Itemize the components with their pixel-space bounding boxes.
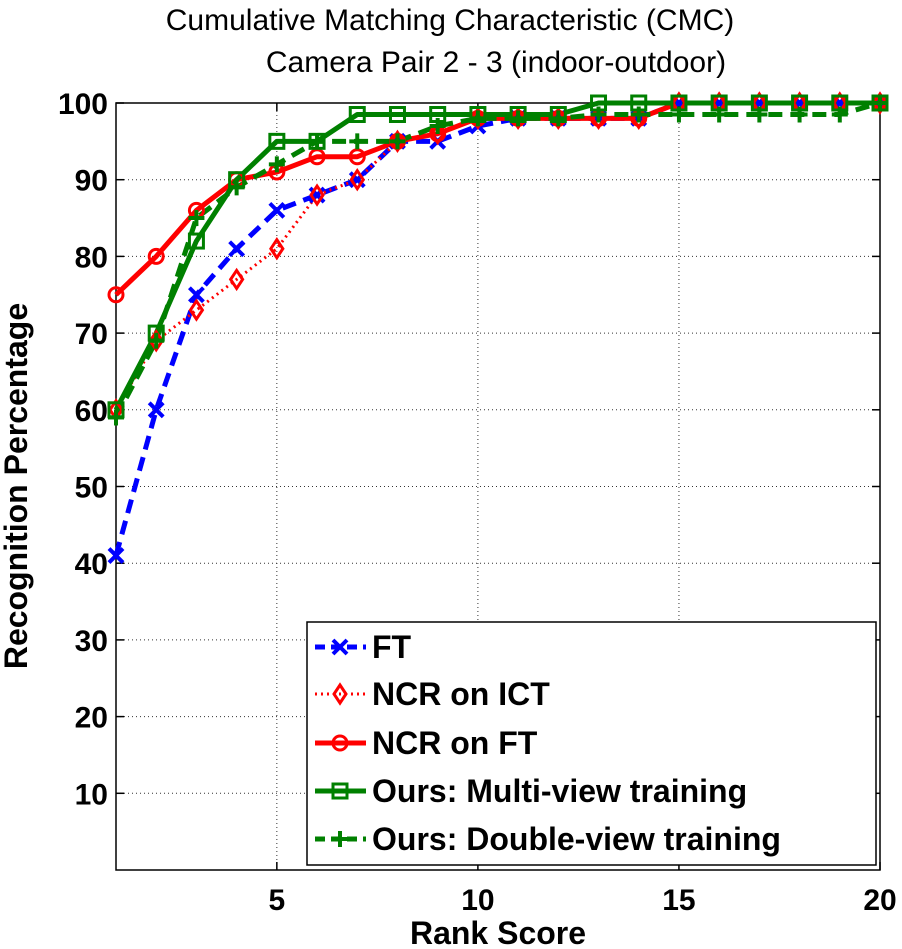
- data-point: [107, 286, 125, 304]
- legend-label: FT: [372, 629, 412, 665]
- x-axis-label: Rank Score: [410, 915, 586, 949]
- data-point: [349, 167, 366, 192]
- data-point: [550, 106, 567, 131]
- legend-swatch-marker: [331, 638, 349, 656]
- data-point: [630, 106, 647, 123]
- data-point: [188, 286, 205, 304]
- chart-title: Cumulative Matching Characteristic (CMC): [166, 4, 734, 37]
- legend-item: NCR on FT: [315, 725, 538, 761]
- data-point: [751, 106, 768, 123]
- legend: FT NCR on ICT NCR on FT Ours: Multi-view tr…: [306, 621, 877, 866]
- data-point: [228, 267, 245, 292]
- legend-item: Ours: Multi-view training: [315, 773, 747, 809]
- chart-subtitle: Camera Pair 2 - 3 (indoor-outdoor): [266, 46, 726, 79]
- data-point: [389, 129, 406, 154]
- legend-label: Ours: Multi-view training: [372, 773, 747, 809]
- y-tick-label: 90: [75, 165, 108, 198]
- y-axis-label: Recognition Percentage: [0, 303, 34, 669]
- data-point: [228, 179, 245, 196]
- data-point: [389, 133, 406, 150]
- x-tick-label: 15: [662, 884, 695, 917]
- axis-ticks: 5 10 15 20 10 20 30 40 50 60 70 80 90 100: [58, 88, 897, 917]
- x-tick-label: 20: [863, 884, 896, 917]
- series-markers: [107, 91, 889, 564]
- data-point: [349, 133, 366, 150]
- series-line-2: [114, 100, 880, 297]
- legend-label: NCR on ICT: [372, 676, 550, 712]
- y-tick-label: 60: [75, 395, 108, 428]
- data-point: [108, 409, 124, 426]
- data-point: [872, 91, 888, 115]
- data-point: [147, 247, 165, 265]
- y-tick-label: 40: [75, 548, 108, 581]
- data-point: [228, 240, 246, 258]
- y-tick-label: 100: [58, 88, 108, 121]
- data-point: [510, 110, 527, 127]
- data-point: [469, 110, 486, 127]
- legend-label: Ours: Double-view training: [372, 821, 781, 857]
- data-point: [147, 401, 165, 419]
- legend-swatch-marker: [331, 782, 349, 800]
- data-point: [107, 547, 125, 564]
- data-point: [550, 110, 567, 127]
- legend-swatch-marker: [332, 682, 348, 706]
- data-point: [429, 118, 446, 135]
- series-lines: [113, 100, 881, 557]
- legend-box: [306, 621, 877, 866]
- y-tick-label: 30: [75, 625, 108, 658]
- y-tick-label: 70: [75, 318, 108, 351]
- x-tick-label: 5: [268, 884, 285, 917]
- data-point: [429, 121, 446, 146]
- data-point: [188, 298, 205, 322]
- data-point: [388, 106, 406, 124]
- data-point: [187, 232, 205, 250]
- data-point: [872, 95, 888, 111]
- data-point: [348, 106, 366, 124]
- y-tick-label: 80: [75, 241, 108, 274]
- data-point: [791, 106, 808, 123]
- data-point: [268, 201, 286, 219]
- data-point: [711, 106, 728, 123]
- legend-label: NCR on FT: [372, 725, 538, 761]
- data-point: [309, 133, 326, 150]
- data-point: [510, 106, 526, 131]
- x-tick-label: 10: [461, 884, 494, 917]
- data-point: [590, 106, 607, 123]
- data-point: [470, 106, 486, 131]
- data-point: [348, 148, 366, 166]
- legend-swatch-marker: [332, 831, 348, 847]
- data-point: [148, 332, 165, 349]
- legend-item: Ours: Double-view training: [315, 821, 781, 857]
- series-line-4: [113, 100, 881, 419]
- data-point: [831, 106, 848, 123]
- series-line-0: [113, 100, 880, 557]
- data-point: [670, 106, 687, 123]
- data-point: [269, 237, 285, 261]
- y-tick-label: 10: [75, 778, 108, 811]
- y-tick-label: 50: [75, 472, 108, 505]
- data-point: [188, 210, 205, 227]
- data-point: [268, 132, 286, 150]
- legend-swatch-marker: [331, 734, 349, 752]
- y-tick-label: 20: [75, 702, 108, 735]
- data-point: [148, 329, 165, 353]
- data-point: [309, 183, 325, 207]
- data-point: [268, 156, 285, 173]
- legend-item: NCR on ICT: [315, 676, 550, 712]
- legend-item: FT: [315, 629, 412, 665]
